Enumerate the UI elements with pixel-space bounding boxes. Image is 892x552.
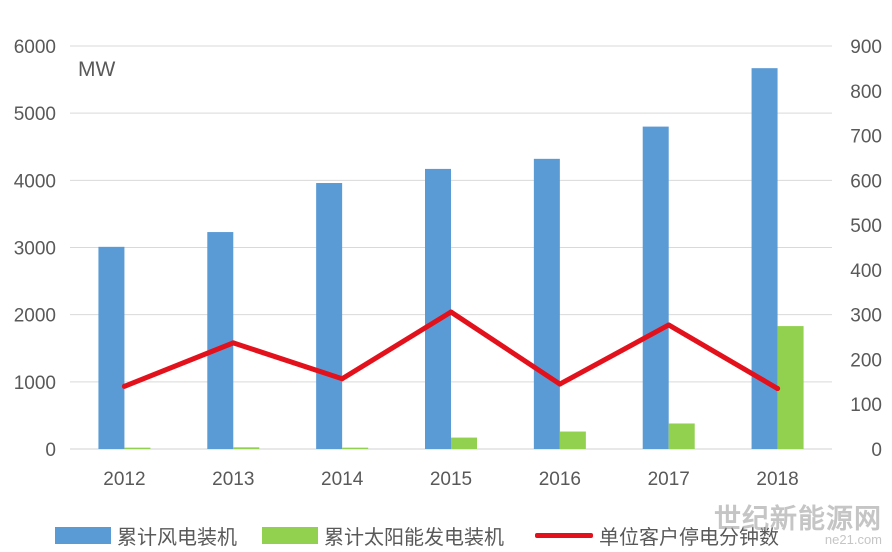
y-right-tick-label: 100 (850, 395, 882, 416)
solar-bar (124, 447, 151, 449)
x-tick-label: 2017 (648, 469, 690, 490)
outage-point (230, 340, 236, 346)
legend-swatch-wind (55, 526, 111, 544)
y-right-tick-label: 0 (871, 440, 882, 461)
y-left-tick-label: 1000 (14, 373, 56, 394)
y-right-tick-label: 700 (850, 127, 882, 148)
legend-label-wind: 累计风电装机 (117, 524, 237, 549)
y-left-tick-label: 3000 (14, 239, 56, 260)
wind-bar (533, 158, 560, 449)
x-tick-label: 2016 (539, 469, 581, 490)
y-left-tick-label: 4000 (14, 171, 56, 192)
y-right-tick-label: 200 (850, 350, 882, 371)
x-tick-label: 2012 (103, 469, 145, 490)
solar-bar (233, 447, 260, 449)
outage-point (557, 381, 563, 387)
legend-swatch-solar (262, 526, 318, 544)
legend: 累计风电装机 累计太阳能发电装机 单位客户停电分钟数 (0, 518, 892, 552)
legend-label-outage: 单位客户停电分钟数 (599, 524, 779, 549)
y-left-tick-label: 6000 (14, 37, 56, 58)
outage-point (121, 383, 127, 389)
y-left-tick-label: 2000 (14, 306, 56, 327)
wind-bar (751, 68, 778, 449)
wind-bar (207, 232, 234, 449)
watermark: 世纪新能源网 ne21.com (714, 497, 882, 547)
bar-series (98, 68, 804, 450)
legend-label-solar: 累计太阳能发电装机 (324, 524, 504, 549)
watermark-logo: 世纪新能源网 (714, 504, 882, 535)
solar-bar (559, 431, 586, 449)
outage-point (339, 376, 345, 382)
y-right-tick-label: 300 (850, 306, 882, 327)
unit-label: MW (78, 58, 115, 81)
y-right-tick-label: 400 (850, 261, 882, 282)
wind-bar (98, 246, 125, 449)
solar-bar (342, 447, 369, 449)
legend-item-solar: 累计太阳能发电装机 (262, 518, 504, 552)
outage-point (448, 309, 454, 315)
x-tick-label: 2018 (756, 469, 798, 490)
legend-item-outage: 单位客户停电分钟数 (535, 518, 779, 552)
solar-bar (451, 437, 477, 449)
wind-bar (316, 183, 343, 449)
y-right-tick-label: 600 (850, 171, 882, 192)
y-right-tick-label: 900 (850, 37, 882, 58)
combo-chart: 0 1000 2000 3000 4000 5000 6000 0 100 200 300 400 50… (14, 37, 882, 490)
y-right-tick-label: 500 (850, 216, 882, 237)
legend-swatch-outage (535, 532, 593, 538)
axes: 0 1000 2000 3000 4000 5000 6000 0 100 200 300 400 50… (14, 37, 882, 490)
legend-item-wind: 累计风电装机 (55, 518, 237, 552)
watermark-url: ne21.com (824, 532, 882, 547)
line-series (121, 309, 781, 392)
y-right-tick-label: 800 (850, 82, 882, 103)
y-left-tick-label: 5000 (14, 104, 56, 125)
y-left-tick-label: 0 (45, 440, 56, 461)
wind-bar (425, 168, 451, 450)
x-tick-label: 2015 (430, 469, 472, 490)
x-tick-label: 2013 (212, 469, 254, 490)
solar-bar (777, 326, 804, 449)
x-tick-label: 2014 (321, 469, 364, 490)
outage-point (666, 322, 672, 328)
wind-bar (642, 126, 669, 449)
solar-bar (668, 423, 695, 449)
outage-point (775, 386, 781, 392)
